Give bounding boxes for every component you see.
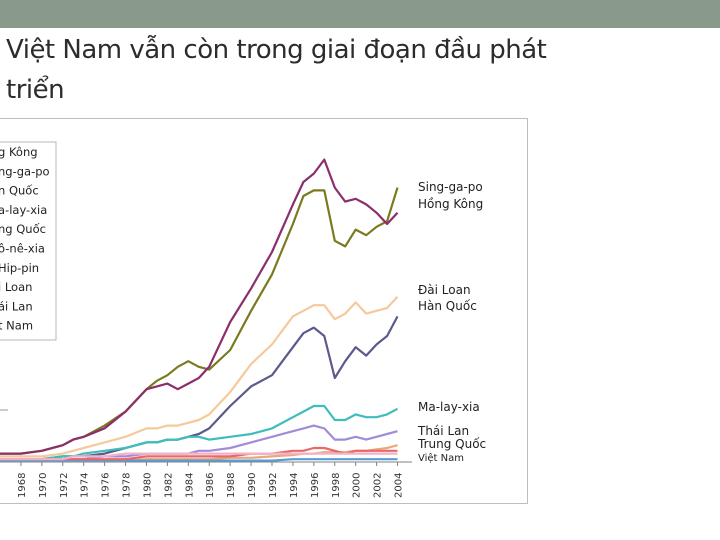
- x-tick-label: 1982: [163, 473, 174, 498]
- x-tick-label: 2004: [394, 473, 405, 498]
- legend-entry: n Quốc: [0, 184, 39, 198]
- legend-entry: t Nam: [0, 319, 33, 333]
- legend-entry: ng Quốc: [0, 222, 46, 236]
- slide-title-line-2: triển: [6, 75, 65, 105]
- legend-entry: a-lay-xia: [0, 203, 47, 217]
- slide-title: Việt Nam vẫn còn trong giai đoạn đầu phá…: [6, 30, 606, 110]
- x-tick-label: 1974: [80, 473, 91, 498]
- legend-entry: g Kông: [0, 145, 38, 159]
- series-line-unlabeled: [0, 452, 398, 461]
- x-tick-label: 1970: [38, 473, 49, 498]
- chart-legend: g Kông ng-ga-po n Quốc a-lay-xia ng Quốc ô-nê…: [0, 141, 57, 341]
- x-tick-label: 1988: [226, 473, 237, 498]
- x-tick-label: 1996: [310, 473, 321, 498]
- legend-entry: ô-nê-xia: [0, 242, 45, 256]
- legend-entry: ng-ga-po: [0, 164, 50, 178]
- slide-title-line-1: Việt Nam vẫn còn trong giai đoạn đầu phá…: [6, 35, 547, 65]
- series-end-label: Thái Lan: [417, 424, 469, 438]
- x-tick-label: 1976: [101, 473, 112, 498]
- slide-top-band: [0, 0, 720, 28]
- x-tick-label: 1978: [122, 473, 133, 498]
- series-line-Đài Loan: [0, 296, 399, 458]
- x-tick-label: 1968: [17, 473, 28, 498]
- x-tick-label: 2000: [352, 473, 363, 498]
- series-end-label: Trung Quốc: [417, 437, 486, 451]
- x-tick-label: 1980: [142, 473, 153, 498]
- x-tick-label: 1984: [184, 473, 195, 498]
- series-end-label: Hàn Quốc: [418, 299, 477, 313]
- chart-series: [0, 158, 399, 462]
- x-tick-label: 1992: [268, 473, 279, 498]
- legend-entry: Hip-pin: [0, 261, 39, 275]
- x-tick-label: 2002: [373, 473, 384, 498]
- x-tick-label: 1990: [247, 473, 258, 498]
- x-tick-label: 1994: [289, 473, 300, 498]
- series-end-label: Đài Loan: [418, 283, 471, 297]
- legend-entry: ái Lan: [0, 299, 33, 313]
- series-line-Ma-lay-xia: [0, 404, 399, 461]
- series-end-label: Ma-lay-xia: [418, 400, 480, 414]
- series-line-Việt Nam: [0, 458, 398, 462]
- series-end-label: Hồng Kông: [418, 197, 483, 211]
- series-line-Sing-ga-po: [0, 187, 399, 455]
- x-tick-label: 1998: [331, 473, 342, 498]
- series-end-label: Sing-ga-po: [418, 180, 483, 194]
- legend-entry: i Loan: [0, 280, 32, 294]
- series-end-label: Việt Nam: [418, 452, 464, 464]
- legend-box: [0, 141, 57, 341]
- x-tick-label: 1972: [59, 473, 70, 498]
- chart-x-ticks: 1968 1970 1972 1974 1976 1978 1980 1982 1984 1986…: [17, 462, 405, 498]
- chart-series-labels: Sing-ga-po Hồng Kông Đài Loan Hàn Quốc Ma-la…: [417, 180, 486, 464]
- chart-axes: [0, 409, 412, 463]
- x-tick-label: 1986: [205, 473, 216, 498]
- series-line-Hồng Kông: [0, 158, 399, 455]
